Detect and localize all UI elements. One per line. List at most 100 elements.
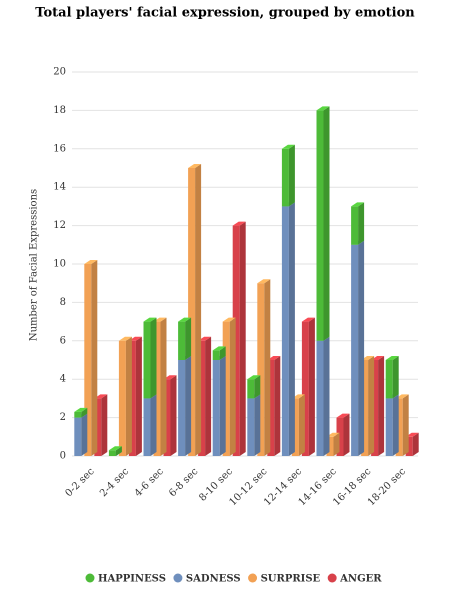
bar-front bbox=[74, 417, 82, 456]
bar-side bbox=[160, 317, 167, 456]
y-tick-label: 6 bbox=[60, 335, 66, 346]
bar bbox=[74, 413, 88, 456]
bar bbox=[212, 356, 226, 456]
bar bbox=[84, 260, 98, 456]
bar-front bbox=[361, 360, 369, 456]
bar-side bbox=[308, 317, 315, 456]
bar bbox=[108, 446, 122, 456]
bar-side bbox=[298, 394, 305, 456]
bar bbox=[351, 202, 365, 245]
bar bbox=[291, 394, 305, 456]
legend-label: SADNESS bbox=[186, 574, 241, 585]
bar-front bbox=[94, 398, 102, 456]
bar-side bbox=[254, 394, 261, 456]
bar bbox=[405, 432, 419, 456]
y-tick-label: 10 bbox=[53, 259, 66, 270]
bar-top bbox=[128, 336, 142, 341]
bar-side bbox=[150, 317, 157, 399]
bar-side bbox=[323, 336, 330, 456]
bar-side bbox=[185, 317, 192, 360]
bar-top bbox=[291, 394, 305, 399]
bar-top bbox=[163, 375, 177, 380]
bar-side bbox=[125, 336, 132, 456]
legend-marker bbox=[173, 573, 183, 583]
bar-side bbox=[392, 394, 399, 456]
bar-front bbox=[267, 360, 275, 456]
y-tick-label: 4 bbox=[60, 374, 66, 385]
bar-top bbox=[326, 432, 340, 437]
bar-front bbox=[316, 110, 324, 341]
bar-top bbox=[188, 164, 202, 168]
bar-front bbox=[198, 340, 206, 456]
bar-side bbox=[392, 356, 399, 399]
bar-top bbox=[143, 317, 157, 322]
bar-side bbox=[205, 336, 212, 456]
legend-label: ANGER bbox=[339, 574, 382, 585]
bar bbox=[351, 240, 365, 456]
bar bbox=[316, 106, 330, 341]
bar bbox=[247, 375, 261, 399]
bar bbox=[74, 407, 88, 418]
bar-front bbox=[281, 148, 289, 207]
bar-front bbox=[336, 417, 344, 456]
bar-front bbox=[84, 264, 92, 456]
bar-front bbox=[153, 321, 161, 456]
bar-front bbox=[351, 244, 359, 456]
bar bbox=[128, 336, 142, 456]
bar-top bbox=[267, 356, 281, 360]
bar-side bbox=[115, 446, 122, 456]
bar-top bbox=[212, 346, 226, 351]
bar-side bbox=[219, 346, 226, 360]
bar-front bbox=[118, 340, 126, 456]
bar-top bbox=[222, 317, 236, 322]
bar-front bbox=[178, 321, 186, 360]
bar bbox=[257, 279, 271, 456]
bar-top bbox=[153, 317, 167, 322]
bar-front bbox=[257, 283, 265, 456]
bar bbox=[361, 356, 375, 456]
y-tick-label: 20 bbox=[53, 67, 66, 78]
bar-side bbox=[358, 240, 365, 456]
bar bbox=[198, 336, 212, 456]
bar-front bbox=[291, 398, 299, 456]
x-tick-label: 18-20 sec bbox=[366, 466, 408, 508]
bar bbox=[247, 394, 261, 456]
legend-marker bbox=[85, 573, 95, 583]
bar-top bbox=[316, 106, 330, 111]
bar-top bbox=[361, 356, 375, 360]
bar-side bbox=[229, 317, 236, 456]
legend-label: HAPPINESS bbox=[98, 574, 166, 585]
legend-marker bbox=[327, 573, 337, 583]
bar bbox=[232, 221, 246, 456]
bar-front bbox=[128, 340, 136, 456]
bar-side bbox=[254, 375, 261, 399]
bar-front bbox=[247, 379, 255, 399]
x-tick-label: 4-6 sec bbox=[133, 466, 166, 499]
y-tick-label: 16 bbox=[53, 143, 66, 154]
bar-front bbox=[143, 398, 151, 456]
bar-front bbox=[351, 206, 359, 245]
bar-side bbox=[358, 202, 365, 245]
bar-front bbox=[316, 340, 324, 456]
bar-side bbox=[402, 394, 409, 456]
bar-front bbox=[188, 168, 196, 456]
bar-side bbox=[91, 260, 98, 456]
y-tick-label: 0 bbox=[60, 451, 66, 462]
bar-side bbox=[239, 221, 246, 456]
bar-front bbox=[232, 225, 240, 456]
bar bbox=[281, 144, 295, 207]
legend-marker bbox=[248, 573, 258, 583]
bar-side bbox=[274, 356, 281, 456]
bar-top bbox=[232, 221, 246, 226]
bar-side bbox=[264, 279, 271, 456]
bar-side bbox=[219, 356, 226, 456]
bar bbox=[336, 413, 350, 456]
bar-top bbox=[257, 279, 271, 284]
bar-top bbox=[371, 356, 385, 360]
bar bbox=[118, 336, 132, 456]
bar-side bbox=[195, 164, 202, 456]
bar bbox=[385, 394, 399, 456]
x-tick-label: 2-4 sec bbox=[98, 466, 131, 499]
bar bbox=[94, 394, 108, 456]
